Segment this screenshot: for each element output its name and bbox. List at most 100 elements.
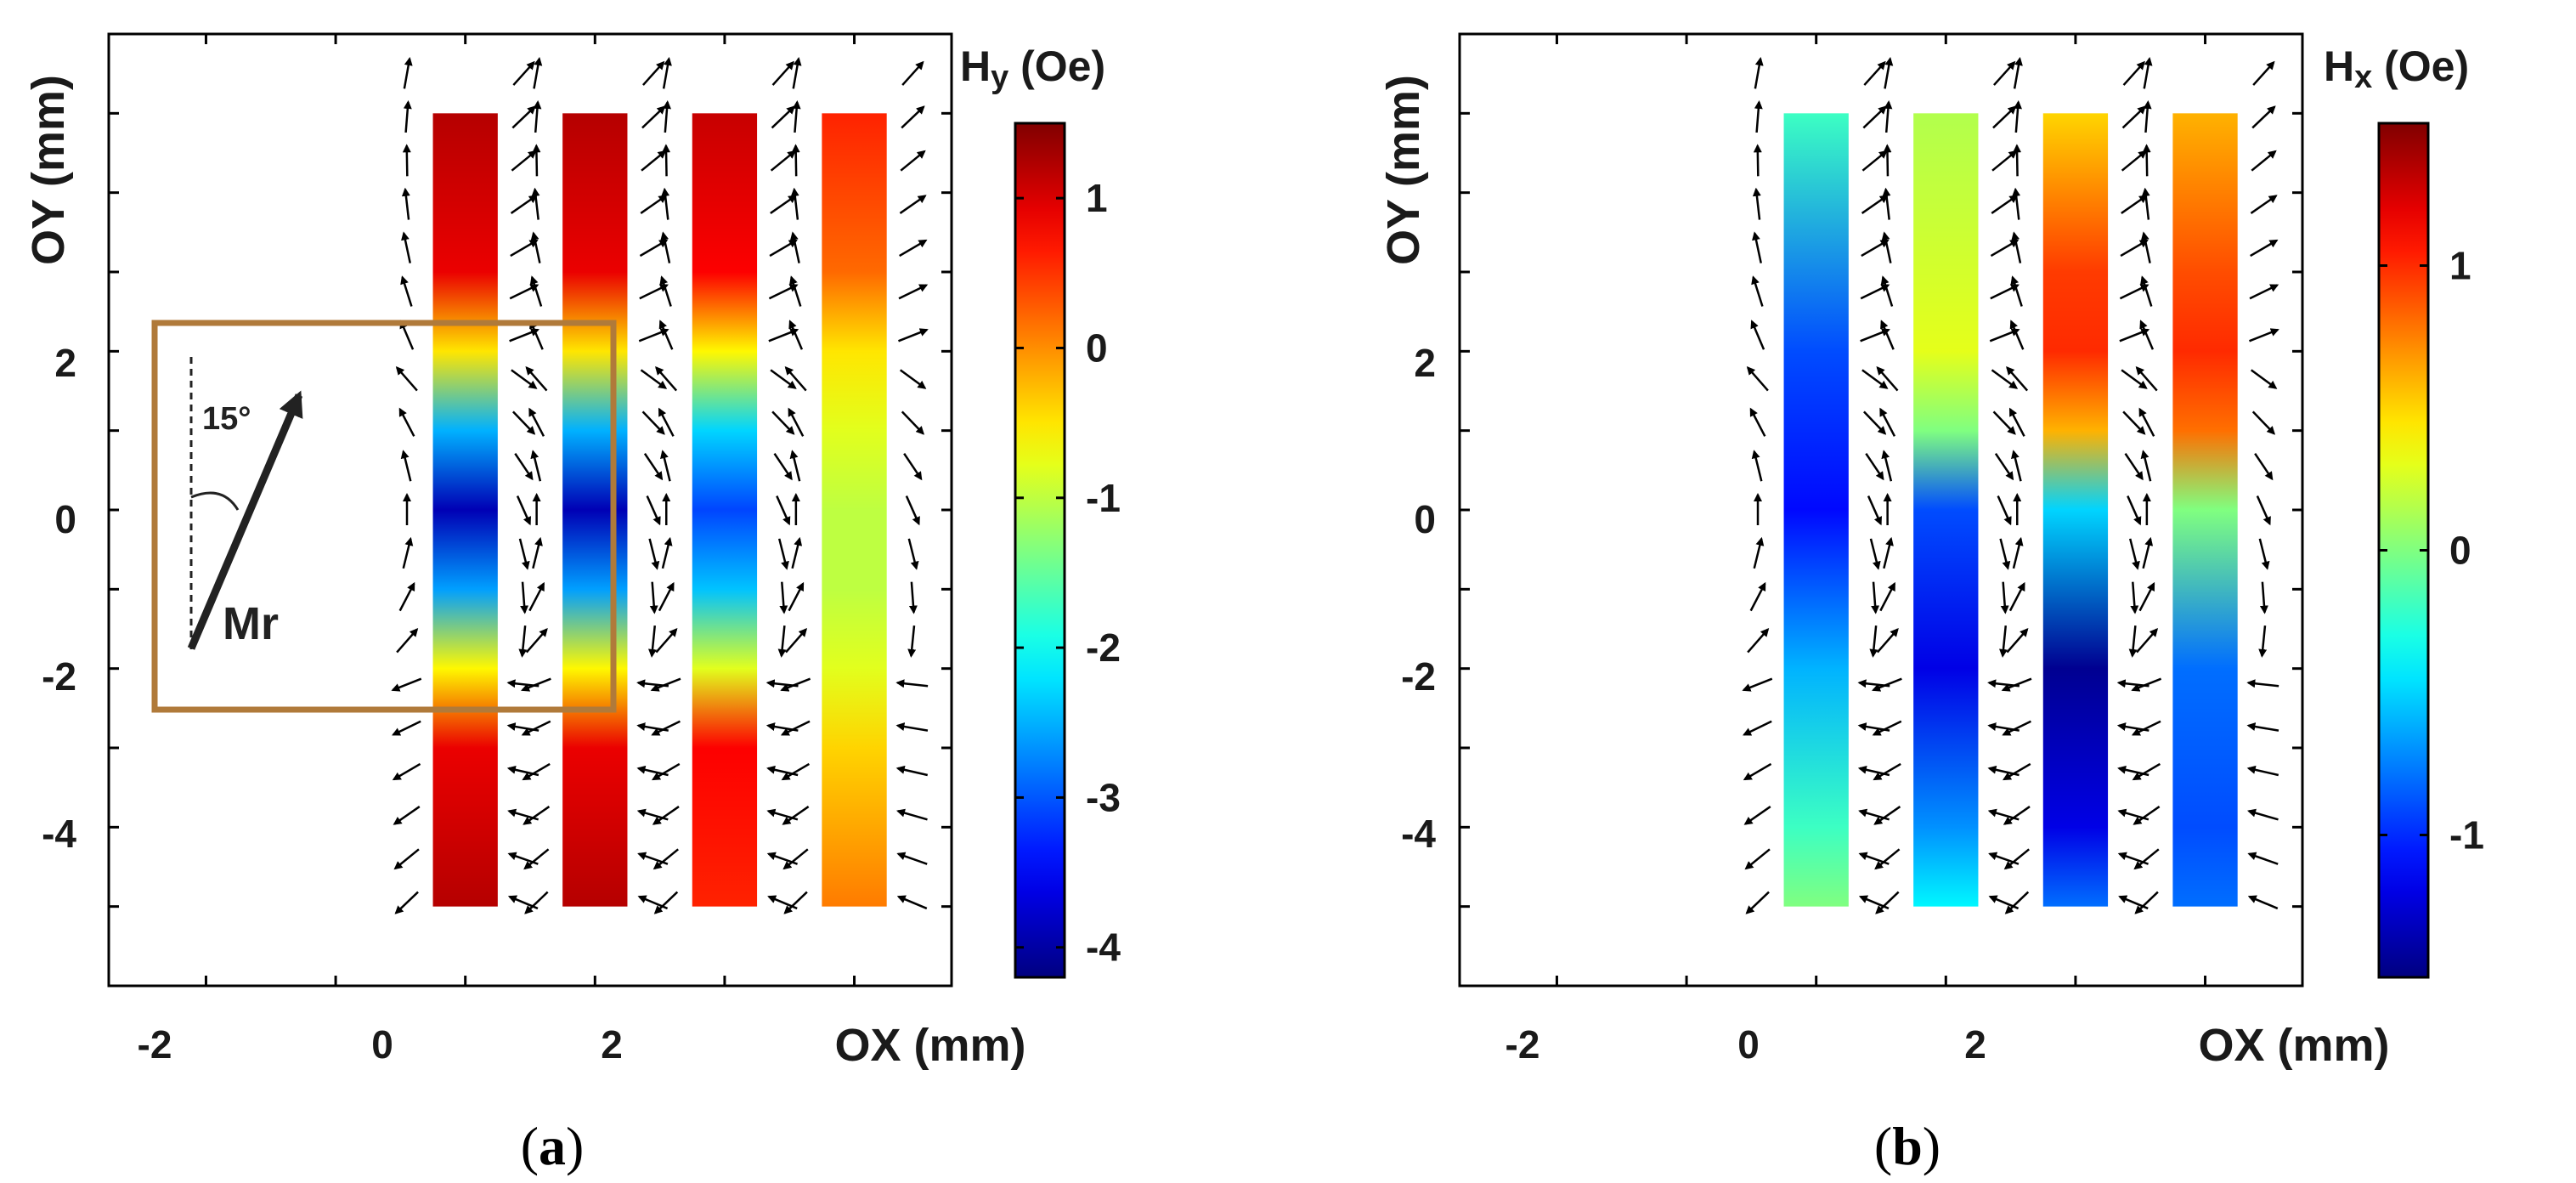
field-arrow [1990, 239, 2020, 258]
field-arrow [2141, 187, 2150, 220]
field-arrow [2122, 410, 2146, 435]
field-arrow [400, 275, 413, 307]
field-arrow [792, 100, 801, 133]
field-arrow [780, 720, 811, 736]
field-arrow [1990, 284, 2020, 300]
field-arrow [1863, 410, 1887, 435]
x-tick-label: -2 [138, 1022, 172, 1067]
field-arrow [2002, 762, 2031, 781]
field-arrow [905, 495, 920, 526]
field-arrow [771, 410, 795, 435]
field-arrow [641, 105, 666, 129]
annotation-box [151, 320, 617, 713]
field-arrow [531, 187, 540, 220]
field-arrow [789, 450, 801, 482]
field-arrow [1884, 100, 1893, 133]
y-tick-label: -2 [1401, 654, 1436, 699]
field-arrow [2251, 410, 2276, 435]
field-arrow [514, 453, 534, 481]
field-arrow [1991, 195, 2019, 214]
field-arrow [2129, 538, 2140, 570]
field-arrow [2012, 536, 2024, 569]
stripe [692, 113, 758, 907]
field-arrow [521, 720, 551, 736]
field-arrow [1882, 187, 1891, 220]
field-arrow [642, 60, 665, 86]
colorbar-tick-label: 0 [1086, 325, 1108, 370]
field-arrow [908, 581, 918, 614]
field-arrow [2006, 627, 2029, 654]
field-arrow [521, 677, 551, 692]
field-arrow [2250, 195, 2278, 214]
field-arrow [532, 536, 543, 569]
field-arrow [1991, 150, 2018, 172]
field-arrow [784, 365, 807, 392]
field-arrow [512, 410, 536, 435]
field-arrow [403, 56, 413, 89]
field-arrow [899, 239, 928, 258]
field-arrow [523, 806, 551, 825]
field-arrow [640, 195, 668, 214]
panel-caption-letter: a [539, 1116, 566, 1176]
field-arrow [2010, 275, 2023, 307]
field-arrow [661, 536, 673, 569]
field-arrow [899, 369, 927, 389]
field-arrow [392, 762, 421, 781]
field-arrow [782, 848, 809, 870]
field-arrow [901, 60, 924, 86]
field-arrow [2124, 453, 2144, 481]
field-arrow [2133, 848, 2160, 870]
field-arrow [1999, 625, 2008, 658]
field-arrow [2009, 320, 2025, 350]
field-arrow [2251, 150, 2277, 172]
field-arrow [895, 808, 928, 821]
field-arrow [1989, 328, 2020, 342]
field-arrow [402, 536, 414, 569]
field-arrow [2139, 320, 2155, 350]
field-arrow [655, 627, 678, 654]
field-arrow [2119, 328, 2150, 342]
field-arrow [653, 891, 679, 914]
field-arrow [393, 848, 420, 870]
field-arrow [2001, 677, 2032, 692]
axis-ticks [1460, 34, 2302, 986]
field-arrow [646, 495, 661, 526]
field-arrow [2143, 56, 2153, 89]
field-arrow [2121, 195, 2149, 214]
field-arrow [2134, 891, 2159, 914]
x-tick-label: 2 [1964, 1022, 1986, 1067]
field-arrow [392, 720, 421, 736]
field-arrow [895, 679, 929, 688]
field-arrow [1873, 806, 1901, 825]
field-arrow [509, 328, 539, 342]
field-arrow [660, 231, 671, 263]
field-arrow [1747, 627, 1770, 654]
field-arrow [2003, 806, 2031, 825]
field-arrow [773, 453, 793, 481]
field-arrow [1744, 848, 1771, 870]
x-tick-label: 0 [371, 1022, 393, 1067]
field-arrow [2142, 144, 2151, 177]
field-arrow [2140, 275, 2153, 307]
field-arrow [1876, 365, 1899, 392]
field-arrow [2250, 239, 2279, 258]
field-arrow [1752, 231, 1762, 263]
field-arrow [643, 453, 664, 481]
field-arrow [662, 144, 671, 177]
colorbar-tick-label: -1 [1086, 476, 1121, 520]
stripe [822, 113, 887, 907]
field-arrow [403, 100, 412, 133]
field-arrow [788, 407, 805, 437]
field-arrow [1876, 627, 1899, 654]
field-arrow [2254, 453, 2274, 481]
stripe [1783, 113, 1849, 907]
field-arrow [789, 231, 800, 263]
field-arrow [1743, 720, 1772, 736]
colorbar-tick-label: -4 [1086, 925, 1121, 970]
field-arrow [509, 284, 539, 300]
field-arrow [1872, 720, 1902, 736]
field-arrow [1862, 105, 1887, 129]
field-arrow [1879, 581, 1896, 612]
colorbar-tick-label: -1 [2449, 813, 2484, 858]
field-arrow [2003, 848, 2030, 870]
